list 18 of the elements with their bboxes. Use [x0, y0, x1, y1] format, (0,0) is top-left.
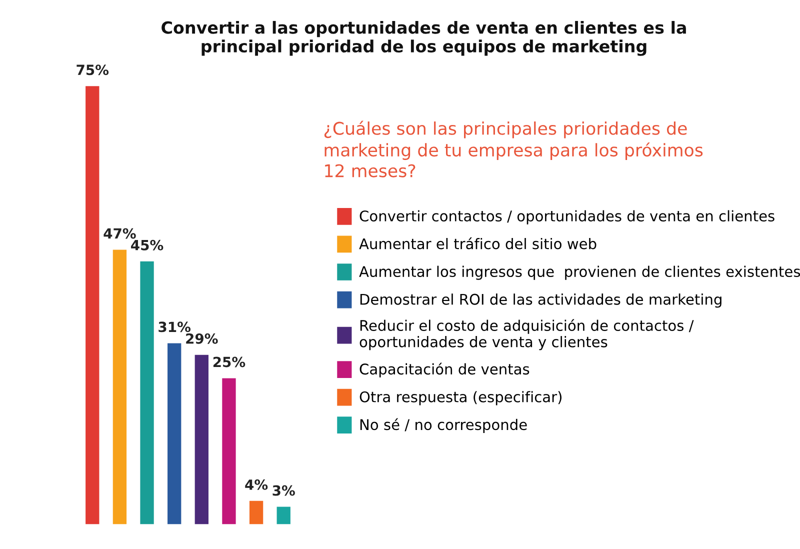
data-label: 47% — [104, 228, 136, 239]
data-label: 3% — [272, 485, 295, 496]
legend-label: Aumentar el tráfico del sitio web — [359, 237, 596, 250]
data-label: 75% — [76, 64, 109, 76]
legend-label: No sé / no corresponde — [360, 418, 527, 433]
legend-label: Reducir el costo de adquisición de contactos / oportunidades de venta y clientes — [360, 319, 694, 350]
text: Convertir a las oportunidades de venta en clientes es la principal prioridad de los equipos de marketing — [162, 20, 686, 56]
legend-label: Demostrar el ROI de las actividades de marketing — [360, 294, 722, 308]
text: ¿Cuáles son las principales prioridades de marketing de tu empresa para los próximos 12 meses? — [324, 120, 703, 178]
data-label: 4% — [245, 479, 268, 490]
data-label: 31% — [158, 322, 191, 332]
legend-label: Convertir contactos / oportunidades de venta en clientes — [360, 210, 774, 224]
legend-label: Aumentar los ingresos que provienen de clientes existentes — [359, 266, 800, 280]
legend-label: Capacitación de ventas — [360, 362, 530, 378]
data-label: 25% — [213, 356, 246, 368]
data-label: 45% — [131, 240, 164, 250]
legend-label: Otra respuesta (especificar) — [360, 391, 562, 406]
data-label: 29% — [186, 333, 218, 344]
